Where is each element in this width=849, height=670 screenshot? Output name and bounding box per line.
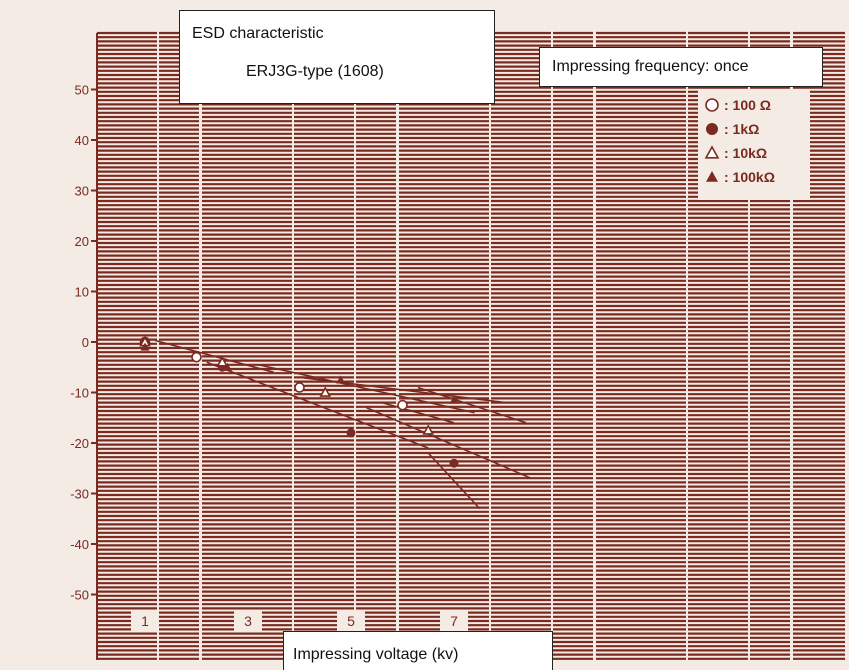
y-tick-label: 30 <box>75 184 89 199</box>
y-tick-label: -10 <box>70 386 89 401</box>
y-tick-labels: 50 40 30 20 10 0 -10 -20 -30 -40 -50 <box>70 83 97 603</box>
trend-line <box>427 452 481 510</box>
x-tick-label: 7 <box>450 613 458 629</box>
data-point <box>422 424 435 435</box>
chart-subtitle: ERJ3G-type (1608) <box>246 63 384 80</box>
data-point <box>397 399 408 411</box>
trend-line <box>155 339 274 374</box>
y-tick-label: 50 <box>75 83 89 98</box>
trend-line <box>366 406 532 480</box>
data-point <box>216 356 229 367</box>
chart-title-box: ESD characteristic ERJ3G-type (1608) <box>179 10 495 104</box>
data-point <box>336 375 346 384</box>
y-tick-label: -30 <box>70 487 89 502</box>
x-tick-label: 3 <box>244 613 252 629</box>
legend-label: : 100 Ω <box>724 97 771 113</box>
x-axis-label-box: Impressing voltage (kv) <box>283 631 553 670</box>
legend-marker <box>704 145 720 159</box>
legend-marker <box>706 123 718 135</box>
data-point <box>449 395 459 404</box>
x-tick-label: 5 <box>347 613 355 629</box>
x-tick-label: 1 <box>141 613 149 629</box>
data-point <box>140 342 150 351</box>
y-tick-label: -20 <box>70 436 89 451</box>
x-tick-plate <box>440 611 468 631</box>
trend-line <box>417 386 527 424</box>
trend-line <box>381 401 455 424</box>
legend-label: : 10kΩ <box>724 145 767 161</box>
data-point <box>449 458 459 468</box>
legend-marker <box>706 171 718 182</box>
legend: : 100 Ω : 1kΩ : 10kΩ : 100kΩ <box>698 90 810 200</box>
y-tick-label: -40 <box>70 537 89 552</box>
data-point <box>294 382 305 393</box>
x-tick-plate <box>337 611 365 631</box>
trend-lines <box>155 339 532 510</box>
y-tick-label: 20 <box>75 234 89 249</box>
frequency-annotation: Impressing frequency: once <box>552 58 749 75</box>
y-tick-label: 10 <box>75 285 89 300</box>
data-point <box>191 351 202 363</box>
x-tick-plate <box>131 611 159 631</box>
y-tick-label: 0 <box>82 335 89 350</box>
data-point <box>222 362 232 371</box>
trend-line <box>299 376 506 404</box>
legend-marker <box>705 98 719 112</box>
trend-line <box>258 363 475 414</box>
data-point <box>319 386 332 397</box>
trend-line <box>206 361 429 449</box>
x-axis-label: Impressing voltage (kv) <box>293 646 459 663</box>
x-tick-plate <box>234 611 262 631</box>
data-markers <box>139 335 459 468</box>
chart-title: ESD characteristic <box>192 25 324 42</box>
data-point <box>346 428 356 438</box>
x-tick-labels: 1 3 5 7 <box>131 611 468 631</box>
y-tick-label: 40 <box>75 133 89 148</box>
y-tick-label: -50 <box>70 588 89 603</box>
legend-label: : 1kΩ <box>724 121 759 137</box>
frequency-annotation-box: Impressing frequency: once <box>539 47 823 87</box>
legend-label: : 100kΩ <box>724 169 775 185</box>
